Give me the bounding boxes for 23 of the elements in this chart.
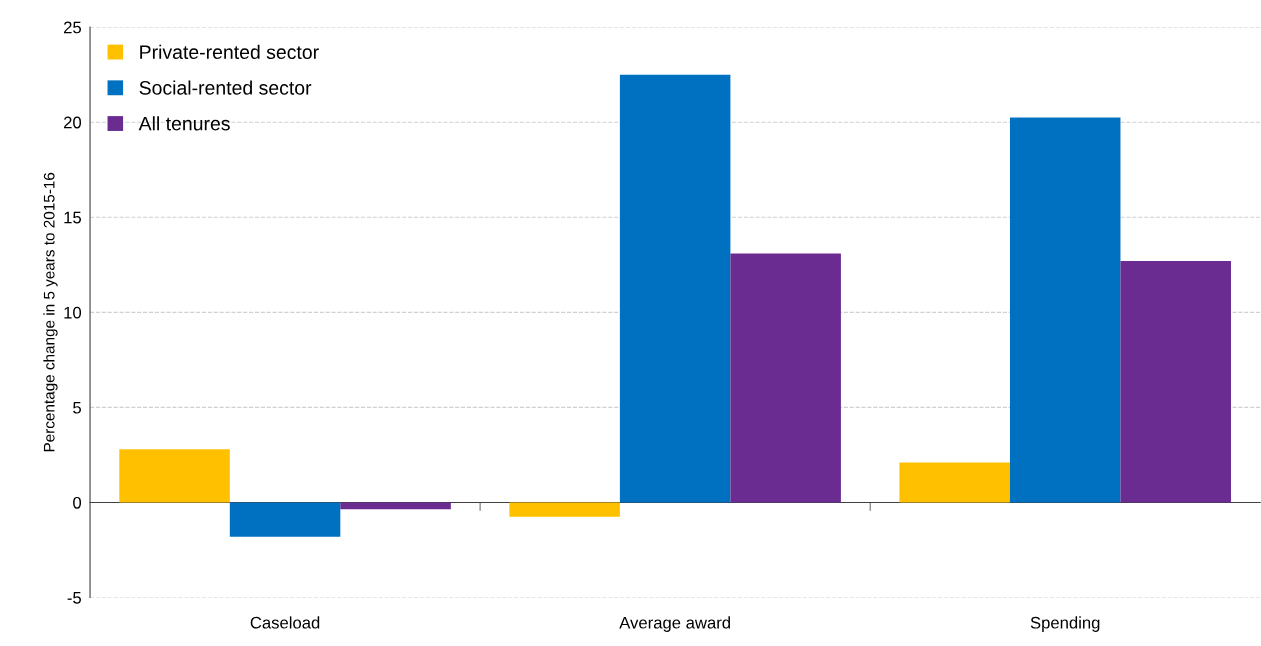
legend-label: Private-rented sector <box>140 44 319 60</box>
bar <box>509 502 620 517</box>
bar <box>229 502 341 537</box>
y-tick-label: 20 <box>64 116 82 129</box>
bar <box>619 74 731 503</box>
x-tick-label: Spending <box>1030 616 1100 632</box>
bar <box>1009 117 1121 503</box>
bar <box>1120 261 1231 503</box>
bar <box>340 502 451 510</box>
y-axis-title: Percentage change in 5 years to 2015-16 <box>43 172 58 452</box>
y-tick-label: 5 <box>73 401 81 414</box>
bar <box>119 449 230 503</box>
legend-label: All tenures <box>138 116 230 131</box>
y-tick-label: 10 <box>64 306 82 319</box>
x-tick-label: Average award <box>619 616 730 632</box>
y-tick-label: -5 <box>67 592 81 604</box>
y-tick-label: 15 <box>64 211 82 224</box>
bar <box>730 253 841 503</box>
y-tick-label: 0 <box>73 496 82 509</box>
x-tick-label: Caseload <box>250 616 320 629</box>
legend-label: Social-rented sector <box>139 80 312 95</box>
bar <box>899 462 1010 503</box>
y-tick-label: 25 <box>64 21 82 34</box>
